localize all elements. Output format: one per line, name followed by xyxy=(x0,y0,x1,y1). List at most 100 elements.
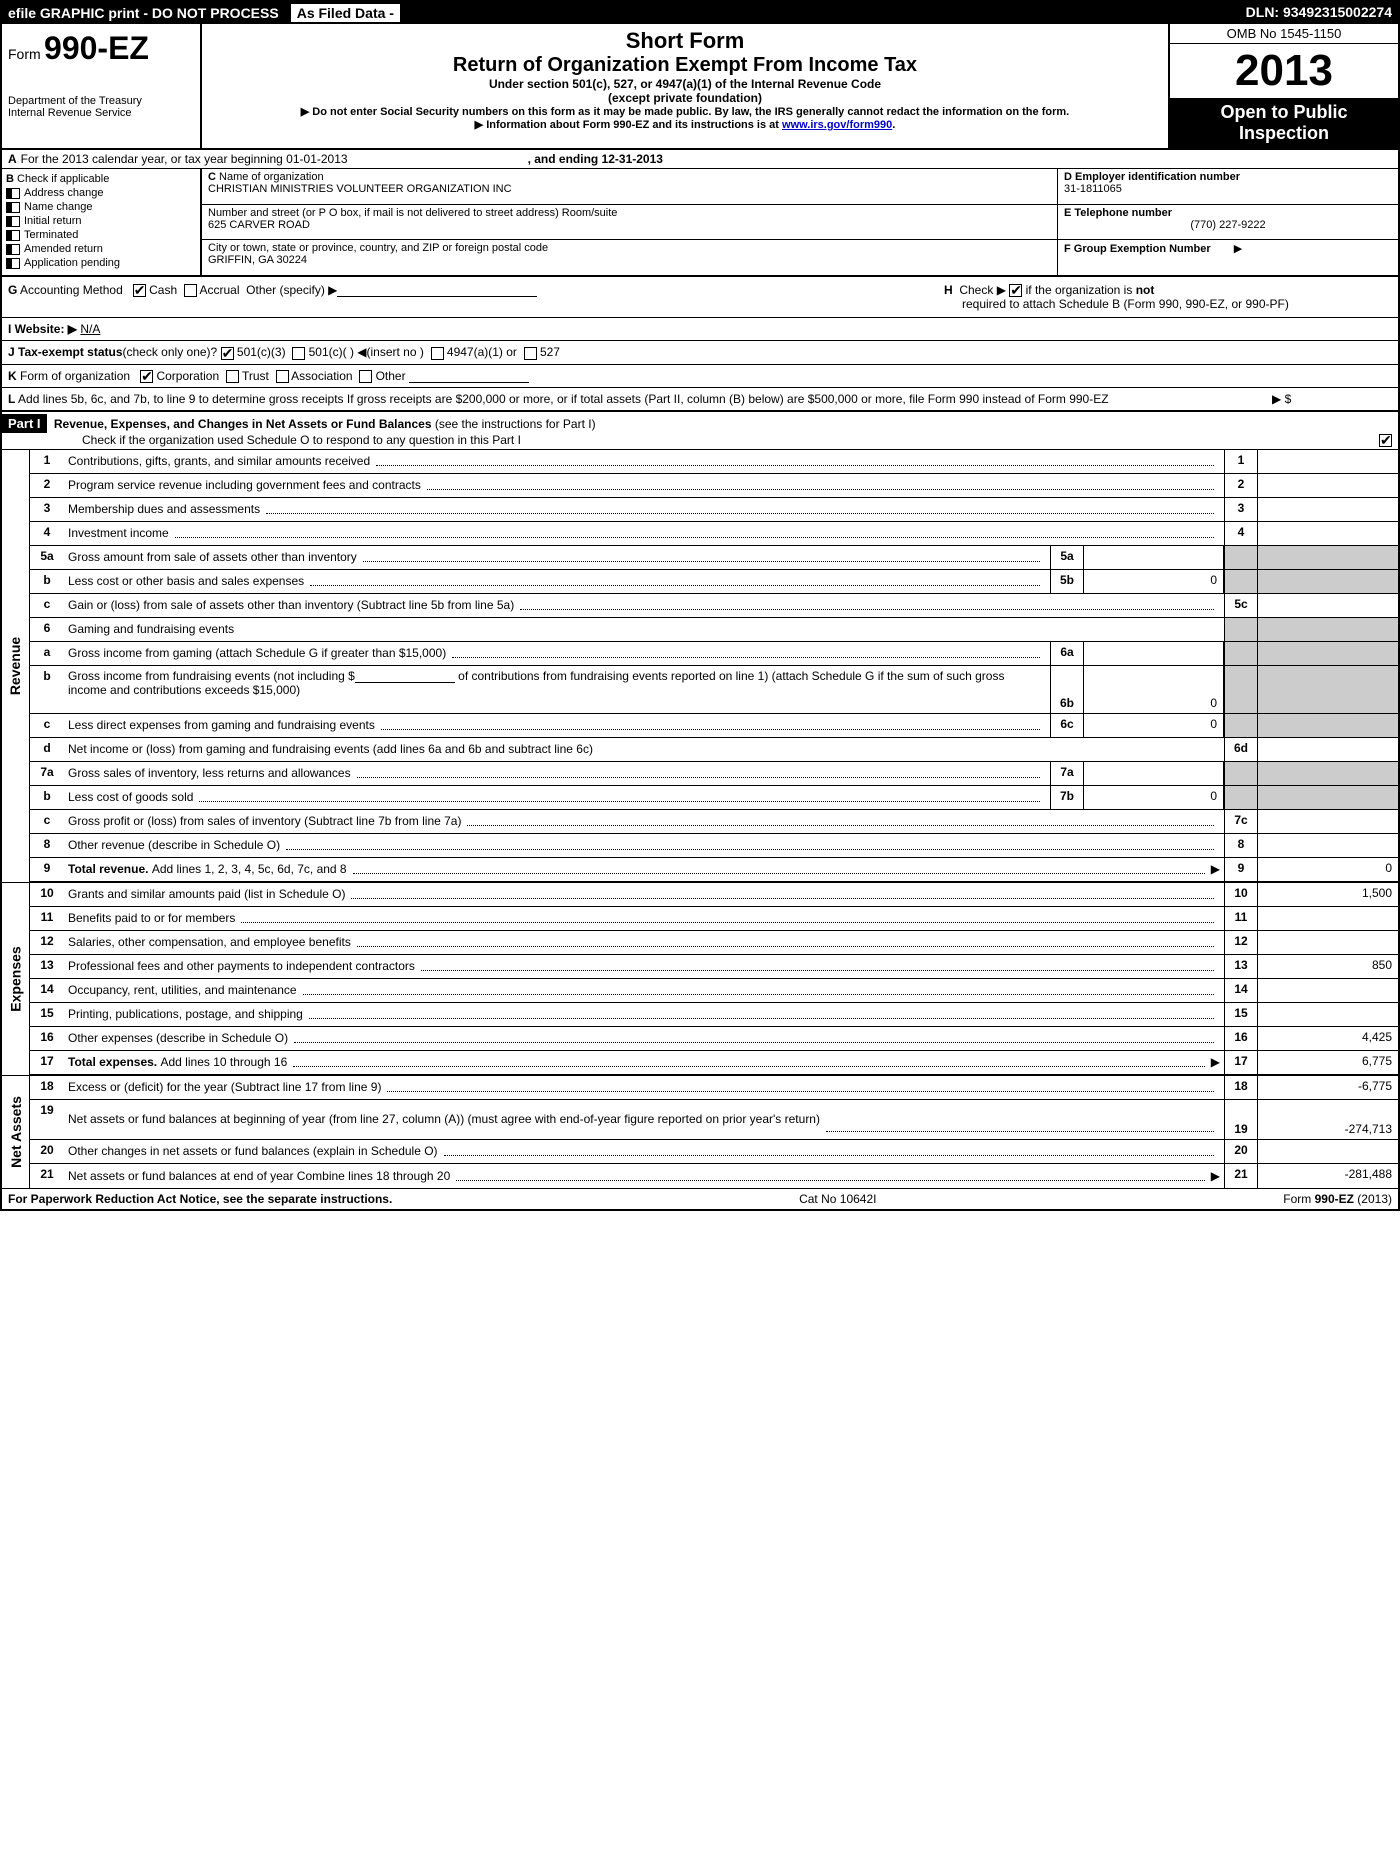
h-not: not xyxy=(1136,283,1155,297)
e-cell: E Telephone number (770) 227-9222 xyxy=(1058,205,1398,241)
assoc-checkbox[interactable] xyxy=(276,370,289,383)
form-prefix: Form xyxy=(8,46,41,62)
corp-checkbox[interactable] xyxy=(140,370,153,383)
accrual-checkbox[interactable] xyxy=(184,284,197,297)
irs-link[interactable]: www.irs.gov/form990 xyxy=(782,119,892,131)
expenses-section: Expenses 10Grants and similar amounts pa… xyxy=(2,882,1398,1075)
part1-label: Part I xyxy=(2,414,47,433)
street-value: 625 CARVER ROAD xyxy=(208,219,310,231)
subtitle-4: ▶ Information about Form 990-EZ and its … xyxy=(475,119,779,131)
other-org-checkbox[interactable] xyxy=(359,370,372,383)
line-1: 1Contributions, gifts, grants, and simil… xyxy=(30,450,1398,474)
tax-year: 2013 xyxy=(1170,44,1398,98)
check-address-change[interactable]: Address change xyxy=(6,187,196,199)
check-name-change[interactable]: Name change xyxy=(6,201,196,213)
h-text2: if the organization is xyxy=(1026,283,1133,297)
check-initial-return[interactable]: Initial return xyxy=(6,215,196,227)
street-label: Number and street (or P O box, if mail i… xyxy=(208,207,617,219)
row-k: K Form of organization Corporation Trust… xyxy=(2,365,1398,388)
section-bcdef: B Check if applicable Address change Nam… xyxy=(2,169,1398,277)
line-8: 8Other revenue (describe in Schedule O)8 xyxy=(30,834,1398,858)
cash-label: Cash xyxy=(149,283,177,297)
phone-value: (770) 227-9222 xyxy=(1064,219,1392,231)
line-14: 14Occupancy, rent, utilities, and mainte… xyxy=(30,979,1398,1003)
subtitle-2: (except private foundation) xyxy=(212,91,1158,105)
line-9: 9Total revenue. Add lines 1, 2, 3, 4, 5c… xyxy=(30,858,1398,882)
c-city-cell: City or town, state or province, country… xyxy=(202,240,1058,275)
line-12: 12Salaries, other compensation, and empl… xyxy=(30,931,1398,955)
cash-checkbox[interactable] xyxy=(133,284,146,297)
check-terminated[interactable]: Terminated xyxy=(6,229,196,241)
col-b-header: B Check if applicable xyxy=(6,173,196,185)
d-cell: D Employer identification number 31-1811… xyxy=(1058,169,1398,205)
k-lead: K xyxy=(8,369,17,383)
part1-checkbox[interactable] xyxy=(1379,434,1392,447)
other-specify-input[interactable] xyxy=(337,283,537,297)
dept-irs: Internal Revenue Service xyxy=(8,107,194,119)
footer-right: Form 990-EZ (2013) xyxy=(1283,1192,1392,1206)
other-org-label: Other xyxy=(376,369,406,383)
part1-title: Revenue, Expenses, and Changes in Net As… xyxy=(50,417,432,431)
l-arrow: ▶ $ xyxy=(1272,392,1392,406)
line-7a: 7aGross sales of inventory, less returns… xyxy=(30,762,1398,786)
527-checkbox[interactable] xyxy=(524,347,537,360)
g-lead: G xyxy=(8,283,17,297)
line-10: 10Grants and similar amounts paid (list … xyxy=(30,883,1398,907)
6b-amount-input[interactable] xyxy=(355,669,455,683)
subtitle-3: ▶ Do not enter Social Security numbers o… xyxy=(212,105,1158,118)
other-org-input[interactable] xyxy=(409,369,529,383)
header-center: Short Form Return of Organization Exempt… xyxy=(202,24,1168,148)
line-21: 21Net assets or fund balances at end of … xyxy=(30,1164,1398,1188)
part1-check-text: Check if the organization used Schedule … xyxy=(2,433,521,447)
line-5b: bLess cost or other basis and sales expe… xyxy=(30,570,1398,594)
g-text: Accounting Method xyxy=(20,283,123,297)
arrow-icon: ▶ xyxy=(1211,1055,1220,1069)
line-6: 6Gaming and fundraising events xyxy=(30,618,1398,642)
col-b-text: Check if applicable xyxy=(17,173,109,185)
f-lead: F Group Exemption Number xyxy=(1064,243,1211,255)
4947-checkbox[interactable] xyxy=(431,347,444,360)
checkbox-icon xyxy=(6,258,20,269)
header-left: Form 990-EZ Department of the Treasury I… xyxy=(2,24,202,148)
trust-checkbox[interactable] xyxy=(226,370,239,383)
top-bar-left: efile GRAPHIC print - DO NOT PROCESS As … xyxy=(8,4,400,22)
c-lead: C xyxy=(208,171,216,183)
row-g: G Accounting Method Cash Accrual Other (… xyxy=(2,277,938,317)
org-name: CHRISTIAN MINISTRIES VOLUNTEER ORGANIZAT… xyxy=(208,183,512,195)
check-amended-return[interactable]: Amended return xyxy=(6,243,196,255)
501c-checkbox[interactable] xyxy=(292,347,305,360)
row-a-ending: , and ending 12-31-2013 xyxy=(528,152,663,166)
open-public-2: Inspection xyxy=(1174,123,1394,144)
efile-label: efile GRAPHIC print - DO NOT PROCESS xyxy=(8,5,279,21)
opt-527: 527 xyxy=(540,345,560,359)
501c3-checkbox[interactable] xyxy=(221,347,234,360)
d-lead: D Employer identification number xyxy=(1064,171,1240,183)
revenue-section: Revenue 1Contributions, gifts, grants, a… xyxy=(2,450,1398,882)
line-6b: bGross income from fundraising events (n… xyxy=(30,666,1398,714)
col-c: C Name of organization CHRISTIAN MINISTR… xyxy=(202,169,1058,275)
trust-label: Trust xyxy=(242,369,269,383)
checkbox-icon xyxy=(6,216,20,227)
h-checkbox[interactable] xyxy=(1009,284,1022,297)
c-label: Name of organization xyxy=(219,171,324,183)
line-7c: cGross profit or (loss) from sales of in… xyxy=(30,810,1398,834)
line-16: 16Other expenses (describe in Schedule O… xyxy=(30,1027,1398,1051)
row-a-lead: A xyxy=(8,152,17,166)
row-i: I Website: ▶ N/A xyxy=(2,318,1398,341)
h-text3: required to attach Schedule B (Form 990,… xyxy=(962,297,1289,311)
h-text1: Check ▶ xyxy=(959,283,1006,297)
i-lead: I Website: ▶ xyxy=(8,322,77,336)
line-20: 20Other changes in net assets or fund ba… xyxy=(30,1140,1398,1164)
line-7b: bLess cost of goods sold7b0 xyxy=(30,786,1398,810)
l-lead: L xyxy=(8,392,15,406)
city-label: City or town, state or province, country… xyxy=(208,242,548,254)
part1-instr: (see the instructions for Part I) xyxy=(435,417,596,431)
check-application-pending[interactable]: Application pending xyxy=(6,257,196,269)
side-netassets: Net Assets xyxy=(2,1076,30,1188)
dept-treasury: Department of the Treasury xyxy=(8,95,194,107)
website-value: N/A xyxy=(80,322,100,336)
row-a-text: For the 2013 calendar year, or tax year … xyxy=(21,152,348,166)
arrow-icon: ▶ xyxy=(1211,1169,1220,1183)
checkbox-icon xyxy=(6,244,20,255)
side-revenue: Revenue xyxy=(2,450,30,882)
